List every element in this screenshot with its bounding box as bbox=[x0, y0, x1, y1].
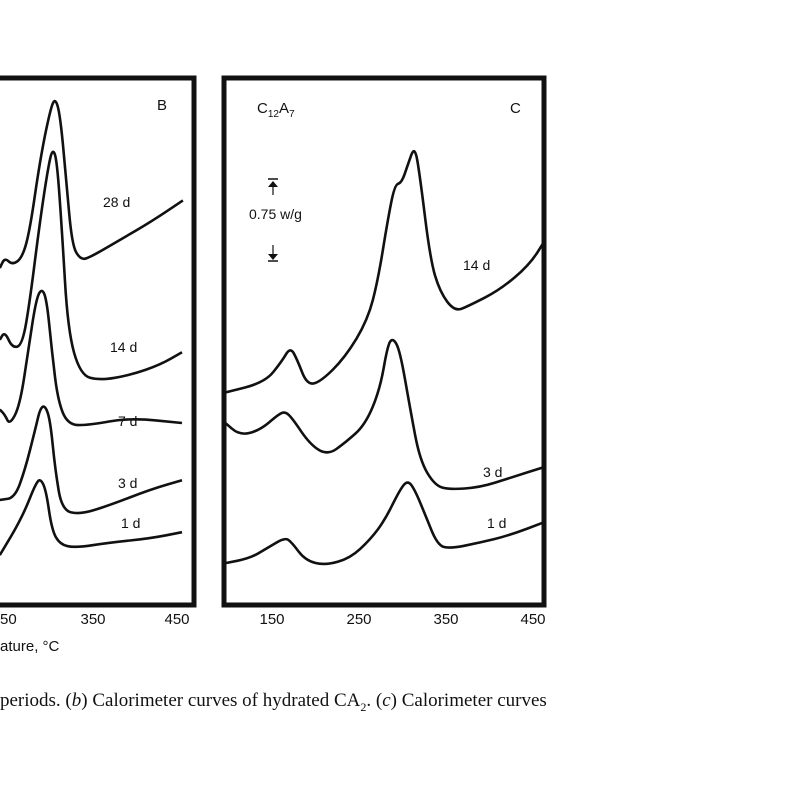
curve-b-28d bbox=[0, 99, 184, 269]
curve-b-3d bbox=[0, 405, 183, 515]
curve-c-1d bbox=[223, 481, 546, 566]
panel-b-frame bbox=[0, 75, 197, 608]
series-label-1d: 1 d bbox=[121, 515, 140, 531]
panel-c-x-ticks: 150 250 350 450 bbox=[259, 611, 545, 628]
panel-b-letter: B bbox=[157, 97, 167, 114]
x-tick-label: 450 bbox=[164, 611, 189, 628]
panel-c-curves bbox=[223, 149, 547, 566]
x-tick-label: 350 bbox=[433, 611, 458, 628]
x-tick-label: 450 bbox=[520, 611, 545, 628]
panel-c-title: C12A7 bbox=[257, 100, 295, 120]
panel-b-x-ticks: 50 350 450 bbox=[0, 611, 190, 628]
panel-c-letter: C bbox=[510, 100, 521, 117]
curve-c-14d bbox=[223, 149, 547, 395]
curve-b-7d bbox=[0, 289, 183, 427]
series-label-3d: 3 d bbox=[118, 475, 137, 491]
x-tick-label: 350 bbox=[80, 611, 105, 628]
figure-caption: periods. (b) Calorimeter curves of hydra… bbox=[0, 690, 547, 714]
scale-bar-up-arrow-icon bbox=[268, 178, 278, 195]
series-label-7d: 7 d bbox=[118, 413, 137, 429]
series-label-14d: 14 d bbox=[110, 339, 137, 355]
x-tick-label: 50 bbox=[0, 611, 17, 628]
scale-bar: 0.75 w/g bbox=[249, 178, 302, 262]
series-label-28d: 28 d bbox=[103, 194, 130, 210]
x-axis-label: ature, °C bbox=[0, 638, 60, 655]
curve-c-3d bbox=[223, 338, 546, 491]
panel-c-frame bbox=[221, 75, 547, 608]
curve-b-14d bbox=[0, 150, 183, 381]
series-label-c-1d: 1 d bbox=[487, 515, 506, 531]
scale-bar-down-arrow-icon bbox=[268, 245, 278, 262]
scale-bar-label: 0.75 w/g bbox=[249, 206, 302, 222]
curve-b-1d bbox=[0, 479, 183, 556]
x-tick-label: 250 bbox=[346, 611, 371, 628]
x-tick-label: 150 bbox=[259, 611, 284, 628]
series-label-c-3d: 3 d bbox=[483, 464, 502, 480]
panel-b-curves bbox=[0, 99, 184, 556]
series-label-c-14d: 14 d bbox=[463, 257, 490, 273]
